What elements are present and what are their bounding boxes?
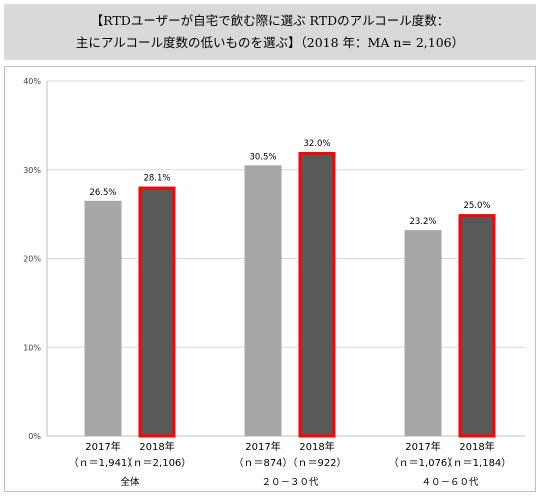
data-label: 32.0% bbox=[303, 139, 330, 149]
x-label-year: 2018年 bbox=[139, 440, 174, 453]
data-label: 25.0% bbox=[463, 201, 490, 211]
x-label-year: 2017年 bbox=[405, 440, 440, 453]
x-label-year: 2018年 bbox=[299, 440, 334, 453]
y-tick-label: 30% bbox=[23, 166, 41, 175]
x-label-year: 2017年 bbox=[245, 440, 280, 453]
x-label-n: （ｎ＝1,184） bbox=[443, 457, 512, 469]
bar-2017 bbox=[404, 230, 442, 436]
y-tick-label: 10% bbox=[23, 343, 41, 352]
x-label-n: （ｎ＝2,106） bbox=[123, 457, 192, 469]
data-label: 23.2% bbox=[409, 217, 436, 227]
bar-2017 bbox=[244, 165, 282, 436]
x-label-n: （ｎ＝1,076） bbox=[389, 457, 458, 469]
chart-title-box: 【RTDユーザーが自宅で飲む際に選ぶ RTDのアルコール度数： 主にアルコール度… bbox=[4, 4, 536, 60]
x-label-year: 2017年 bbox=[85, 440, 120, 453]
data-label: 30.5% bbox=[249, 152, 276, 162]
group-label: 全体 bbox=[120, 476, 140, 488]
chart-title-line-1: 【RTDユーザーが自宅で飲む際に選ぶ RTDのアルコール度数： bbox=[90, 13, 450, 28]
bar-2018 bbox=[458, 214, 496, 438]
chart-title-line-2: 主にアルコール度数の低いものを選ぶ】（2018 年：MA n= 2,106） bbox=[75, 35, 465, 50]
group-label: ２０－３０代 bbox=[261, 477, 319, 488]
y-tick-label: 40% bbox=[23, 77, 41, 86]
bar-2018 bbox=[298, 152, 336, 438]
group-label: ４０－６０代 bbox=[421, 477, 479, 488]
x-label-year: 2018年 bbox=[459, 440, 494, 453]
x-label-n: （ｎ＝874） bbox=[233, 457, 292, 469]
y-tick-label: 20% bbox=[23, 255, 41, 264]
data-label: 26.5% bbox=[89, 188, 116, 198]
x-label-n: （ｎ＝922） bbox=[287, 457, 346, 469]
bar-2017 bbox=[84, 200, 122, 436]
y-tick-label: 0% bbox=[28, 432, 41, 441]
x-label-n: （ｎ＝1,941） bbox=[69, 457, 138, 469]
data-label: 28.1% bbox=[143, 174, 170, 184]
bar-2018 bbox=[138, 186, 176, 438]
